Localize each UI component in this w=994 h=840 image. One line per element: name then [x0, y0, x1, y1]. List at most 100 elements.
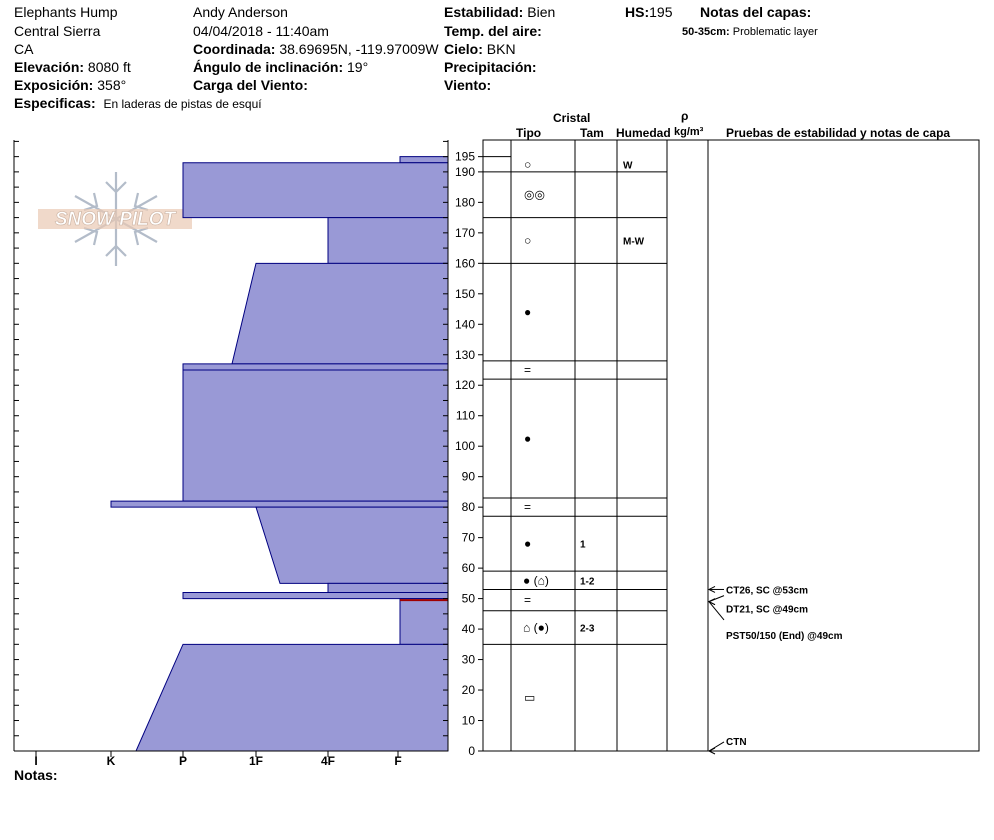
grain-size: 2-3 — [580, 624, 595, 635]
grain-type: ● — [524, 537, 531, 551]
state-name: CA — [14, 41, 34, 57]
grain-type: ○ — [524, 157, 531, 171]
hs-row: HS:195 — [625, 4, 672, 20]
sky-value: BKN — [486, 41, 516, 57]
grain-size: 1-2 — [580, 576, 595, 587]
height-tick-label: 120 — [455, 378, 475, 392]
observation-datetime: 04/04/2018 - 11:40am — [193, 23, 329, 39]
humedad-header: Humedad — [616, 126, 671, 140]
observer-name: Andy Anderson — [193, 4, 288, 20]
grain-type: ● — [524, 305, 531, 319]
height-tick-label: 110 — [456, 409, 475, 423]
stability-test-label: DT21, SC @49cm — [726, 605, 808, 616]
height-tick-label: 20 — [462, 683, 476, 697]
height-tick-label: 30 — [462, 653, 476, 667]
specifics-label: Especificas: — [14, 95, 96, 111]
grain-size: 1 — [580, 540, 586, 551]
hardness-bar — [399, 156, 449, 164]
notes-label: Notas: — [14, 767, 58, 783]
wetness-value: W — [623, 160, 633, 171]
layer-table-frame — [482, 139, 980, 752]
stability-label: Estabilidad: — [444, 4, 524, 20]
aspect-label: Exposición: — [14, 77, 94, 93]
hardness-bar — [182, 162, 449, 219]
grain-type: = — [524, 363, 531, 377]
hardness-bar — [255, 506, 449, 584]
hardness-bar — [399, 598, 449, 645]
grain-type: ◎◎ — [524, 188, 545, 202]
height-tick-label: 190 — [455, 165, 475, 179]
hardness-bar — [182, 592, 449, 600]
slope-value: 19° — [347, 59, 369, 75]
height-tick-label: 100 — [455, 439, 475, 453]
test-arrow-icon — [707, 586, 716, 593]
height-tick-label: 80 — [462, 500, 476, 514]
hardness-tick-label: I — [34, 754, 37, 768]
height-tick-label: 150 — [455, 287, 475, 301]
height-tick-label: 90 — [462, 470, 476, 484]
grain-type: ● — [524, 432, 531, 446]
cristal-header: Cristal — [553, 111, 591, 125]
elevation-label: Elevación: — [14, 59, 85, 75]
grain-type: = — [524, 593, 531, 607]
height-tick-label: 160 — [455, 256, 475, 270]
precip-label: Precipitación: — [444, 59, 537, 75]
sky-label: Cielo: — [444, 41, 483, 57]
stability-value: Bien — [527, 4, 556, 20]
slope-label: Ángulo de inclinación: — [193, 59, 344, 75]
hardness-bar — [182, 369, 449, 502]
wetness-value: M-W — [623, 236, 645, 247]
range-name: Central Sierra — [14, 23, 101, 39]
height-tick-label: 140 — [455, 317, 475, 331]
hardness-bar — [327, 582, 449, 594]
sky-row: Cielo: BKN — [444, 41, 516, 57]
grain-type: ⌂ (●) — [523, 621, 549, 635]
height-tick-label: 180 — [455, 195, 475, 209]
hardness-bar — [182, 363, 449, 371]
height-tick-label: 70 — [462, 531, 476, 545]
test-pointer — [708, 601, 725, 621]
hardness-tick-label: P — [179, 754, 187, 768]
density-unit-header: kg/m³ — [674, 126, 704, 138]
hardness-tick-label: F — [394, 754, 401, 768]
coord-label: Coordinada: — [193, 41, 276, 57]
aspect-row: Exposición: 358° — [14, 77, 126, 93]
hardness-bar — [135, 643, 449, 752]
specifics-value: En laderas de pistas de esquí — [103, 97, 262, 111]
test-arrow-icon — [707, 747, 716, 755]
test-arrow-icon — [707, 598, 716, 606]
grain-type: ○ — [524, 233, 531, 247]
rho-header: ρ — [681, 109, 689, 123]
wind-load-label: Carga del Viento: — [193, 77, 308, 93]
hs-value: 195 — [649, 4, 673, 20]
grain-type: = — [524, 500, 531, 514]
stability-test-label: PST50/150 (End) @49cm — [726, 631, 843, 642]
wind-label: Viento: — [444, 77, 492, 93]
height-tick-label: 50 — [462, 592, 476, 606]
hardness-bar — [327, 217, 449, 264]
elevation-row: Elevación: 8080 ft — [14, 59, 131, 75]
hs-label: HS: — [625, 4, 650, 20]
location-name: Elephants Hump — [14, 4, 118, 20]
height-tick-label: 40 — [462, 622, 476, 636]
height-tick-label: 60 — [462, 561, 476, 575]
height-tick-label: 170 — [455, 226, 475, 240]
hardness-tick-label: K — [107, 754, 116, 768]
stability-test-label: CT26, SC @53cm — [726, 585, 808, 596]
layer-note: 50-35cm: Problematic layer — [682, 24, 818, 40]
elevation-value: 8080 ft — [87, 59, 131, 75]
height-tick-label: 195 — [455, 150, 475, 164]
height-tick-label: 0 — [468, 744, 475, 758]
layer-note-range: 50-35cm: — [682, 26, 730, 38]
hardness-tick-label: 1F — [249, 754, 263, 768]
layer-notes-label: Notas del capas: — [700, 4, 812, 20]
air-temp-label: Temp. del aire: — [444, 23, 542, 39]
grain-type: ● (⌂) — [523, 573, 549, 587]
coord-row: Coordinada: 38.69695N, -119.97009W — [193, 41, 439, 57]
layer-note-text: Problematic layer — [732, 26, 818, 38]
stability-row: Estabilidad: Bien — [444, 4, 555, 20]
grain-type: ▭ — [524, 691, 535, 705]
height-tick-label: 130 — [455, 348, 475, 362]
aspect-value: 358° — [97, 77, 127, 93]
